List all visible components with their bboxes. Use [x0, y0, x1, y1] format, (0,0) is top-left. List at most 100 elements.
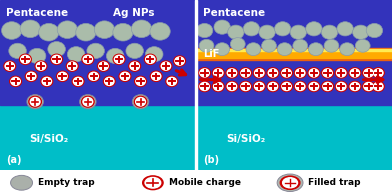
Circle shape	[11, 77, 20, 85]
Circle shape	[126, 43, 143, 58]
Circle shape	[321, 25, 338, 39]
Circle shape	[39, 23, 59, 41]
Circle shape	[136, 97, 145, 106]
Bar	[197, 105, 392, 170]
Text: Pentacene: Pentacene	[203, 8, 265, 18]
Circle shape	[212, 68, 224, 78]
Circle shape	[21, 55, 30, 64]
Circle shape	[349, 68, 361, 78]
Circle shape	[366, 23, 383, 38]
Circle shape	[336, 81, 347, 92]
Circle shape	[136, 77, 145, 85]
Circle shape	[200, 82, 209, 91]
Circle shape	[199, 81, 211, 92]
Circle shape	[52, 55, 61, 64]
Circle shape	[82, 54, 94, 64]
Circle shape	[281, 68, 292, 78]
Circle shape	[88, 71, 100, 81]
Circle shape	[113, 23, 133, 41]
Circle shape	[240, 81, 251, 92]
Circle shape	[67, 47, 85, 62]
Bar	[197, 0, 392, 105]
Circle shape	[103, 76, 115, 86]
Circle shape	[11, 175, 33, 190]
Text: Filled trap: Filled trap	[308, 178, 360, 187]
Circle shape	[274, 22, 291, 36]
Circle shape	[243, 22, 260, 36]
Circle shape	[253, 68, 265, 78]
Circle shape	[268, 82, 278, 91]
Circle shape	[281, 81, 292, 92]
Circle shape	[294, 68, 306, 78]
Circle shape	[241, 69, 250, 77]
Text: Pentacene: Pentacene	[6, 8, 68, 18]
Circle shape	[199, 39, 214, 52]
Bar	[197, 50, 392, 58]
Circle shape	[337, 82, 346, 91]
Circle shape	[228, 25, 244, 39]
Circle shape	[261, 39, 276, 52]
Circle shape	[67, 62, 77, 70]
Circle shape	[20, 20, 40, 38]
Circle shape	[29, 96, 42, 107]
Circle shape	[337, 69, 346, 77]
Circle shape	[277, 43, 292, 56]
Circle shape	[293, 39, 308, 52]
Circle shape	[283, 178, 298, 188]
Bar	[0, 105, 195, 170]
Circle shape	[150, 71, 162, 81]
Circle shape	[372, 81, 384, 92]
Circle shape	[10, 76, 22, 86]
Circle shape	[241, 82, 250, 91]
Circle shape	[214, 20, 230, 34]
Bar	[0, 0, 195, 105]
Circle shape	[161, 62, 171, 70]
Circle shape	[48, 42, 65, 57]
Circle shape	[41, 76, 53, 86]
Circle shape	[268, 69, 278, 77]
Circle shape	[308, 81, 320, 92]
Circle shape	[227, 69, 237, 77]
Circle shape	[323, 82, 332, 91]
Circle shape	[324, 39, 339, 52]
Circle shape	[83, 97, 93, 106]
Circle shape	[282, 69, 291, 77]
Circle shape	[277, 174, 303, 191]
Circle shape	[175, 57, 184, 65]
Circle shape	[349, 81, 361, 92]
Circle shape	[42, 77, 51, 85]
Circle shape	[151, 72, 161, 80]
Circle shape	[143, 176, 163, 190]
Circle shape	[372, 68, 384, 78]
Circle shape	[106, 48, 124, 64]
Circle shape	[323, 69, 332, 77]
Circle shape	[76, 23, 96, 41]
Circle shape	[230, 38, 245, 51]
Bar	[197, 48, 392, 60]
Text: Ag NPs: Ag NPs	[113, 8, 155, 18]
Circle shape	[35, 61, 47, 71]
Circle shape	[27, 72, 36, 80]
Text: Si/SiO₂: Si/SiO₂	[226, 134, 265, 144]
Circle shape	[227, 82, 237, 91]
Circle shape	[9, 43, 26, 58]
Circle shape	[174, 56, 185, 66]
Circle shape	[309, 82, 319, 91]
Circle shape	[215, 43, 230, 56]
Circle shape	[129, 61, 141, 71]
Circle shape	[145, 54, 156, 64]
Circle shape	[105, 77, 114, 85]
Circle shape	[113, 54, 125, 64]
Circle shape	[309, 69, 319, 77]
Circle shape	[374, 69, 383, 77]
Circle shape	[131, 20, 152, 38]
Circle shape	[306, 22, 322, 36]
Text: Si/SiO₂: Si/SiO₂	[29, 134, 69, 144]
Circle shape	[20, 54, 31, 64]
Circle shape	[254, 82, 264, 91]
Circle shape	[363, 81, 374, 92]
Text: LiF: LiF	[203, 49, 219, 59]
Circle shape	[160, 61, 172, 71]
Text: (a): (a)	[6, 155, 21, 165]
Circle shape	[364, 69, 373, 77]
